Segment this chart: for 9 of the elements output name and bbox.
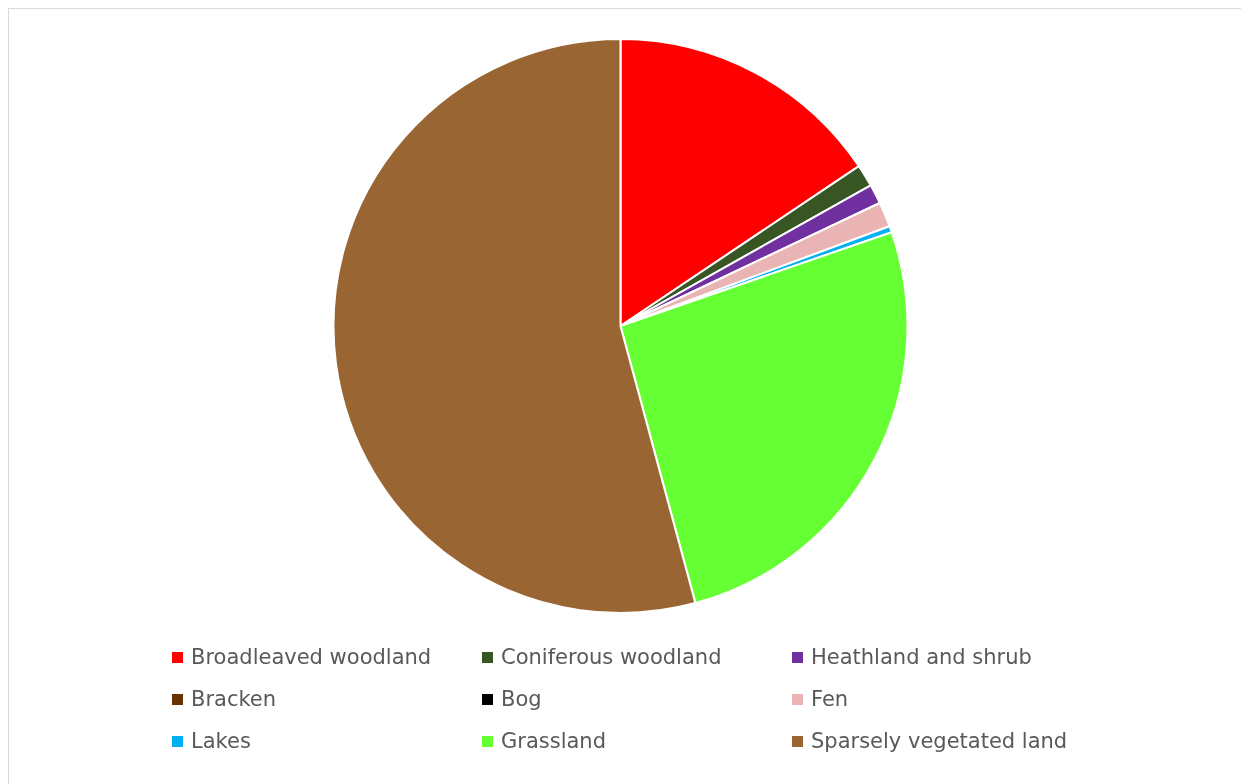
legend-label: Lakes [191,729,251,753]
legend-label: Bog [501,687,542,711]
legend-label: Coniferous woodland [501,645,722,669]
legend-label: Fen [811,687,849,711]
legend-label: Sparsely vegetated land [811,729,1068,753]
legend-label: Grassland [501,729,606,753]
legend-label: Bracken [191,687,277,711]
legend-label: Broadleaved woodland [191,645,432,669]
legend-label: Heathland and shrub [811,645,1032,669]
